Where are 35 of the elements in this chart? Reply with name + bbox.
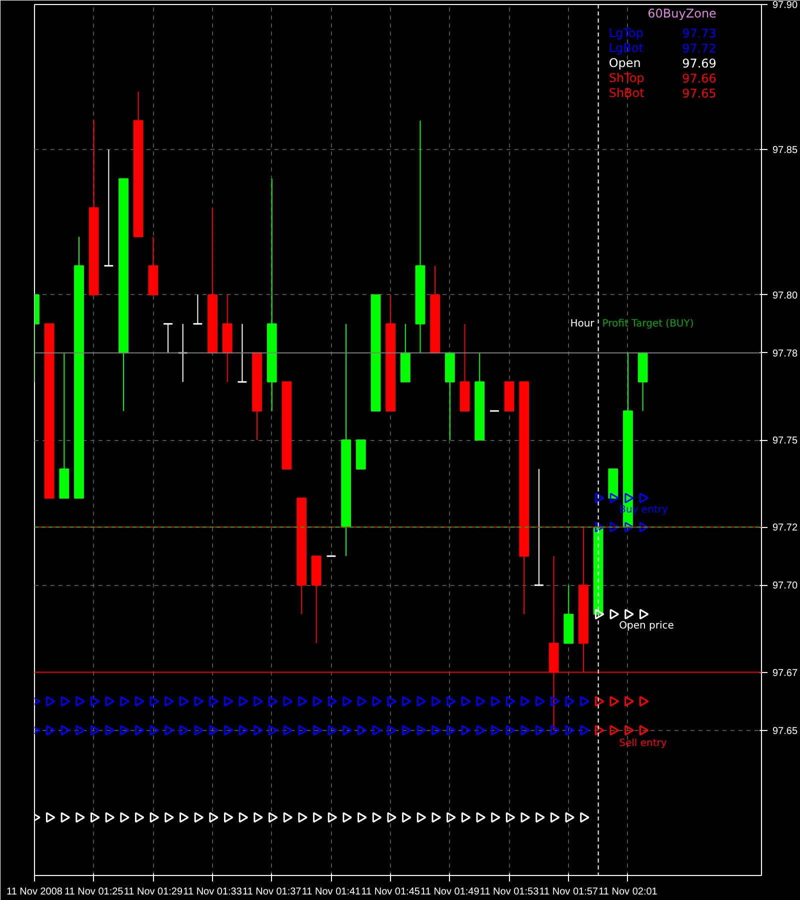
y-tick-label: 97.65	[772, 726, 798, 737]
x-tick-label: 11 Nov 01:57	[539, 886, 598, 898]
x-tick-label: 11 Nov 01:33	[183, 886, 242, 898]
x-tick-label: 11 Nov 01:49	[420, 886, 480, 898]
annotation: Open	[608, 56, 641, 70]
annotation: Open price	[619, 620, 674, 632]
annotation: ShTop	[608, 71, 644, 86]
ref-line-label: 97.78	[772, 348, 798, 360]
x-tick-label: 11 Nov 01:25	[64, 886, 124, 898]
ref-line-label: 97.72	[772, 522, 798, 534]
x-tick-label: 11 Nov 01:37	[242, 886, 302, 898]
annotation: ShBot	[608, 86, 645, 100]
y-tick-label: 97.75	[772, 436, 798, 446]
annotation: 97.69	[682, 56, 716, 71]
x-tick-label: 11 Nov 01:29	[124, 886, 184, 898]
annotation: LgBot	[608, 41, 644, 56]
annotation: Sell entry	[619, 738, 667, 749]
annotation: 97.66	[682, 72, 716, 86]
annotation: 60BuyZone	[648, 6, 716, 21]
y-tick-label: 97.90	[772, 0, 798, 11]
y-tick-label: 97.85	[772, 145, 798, 156]
annotation: 97.65	[682, 86, 716, 101]
x-tick-label: 11 Nov 2008	[6, 886, 63, 898]
y-tick-label: 97.70	[772, 580, 798, 592]
x-tick-label: 11 Nov 01:41	[302, 886, 362, 898]
y-tick-label: 97.80	[772, 290, 798, 302]
annotation: Profit Target (BUY)	[602, 318, 694, 330]
x-tick-label: 11 Nov 01:45	[361, 886, 420, 898]
annotation: LgTop	[608, 26, 644, 40]
annotation: 97.73	[682, 26, 716, 41]
x-tick-label: 11 Nov 01:53	[480, 886, 540, 898]
annotation: 97.72	[682, 42, 716, 56]
annotation: Hour	[570, 318, 596, 330]
ref-line-label: 97.67	[772, 668, 798, 679]
x-tick-label: 11 Nov 02:01	[598, 886, 658, 898]
